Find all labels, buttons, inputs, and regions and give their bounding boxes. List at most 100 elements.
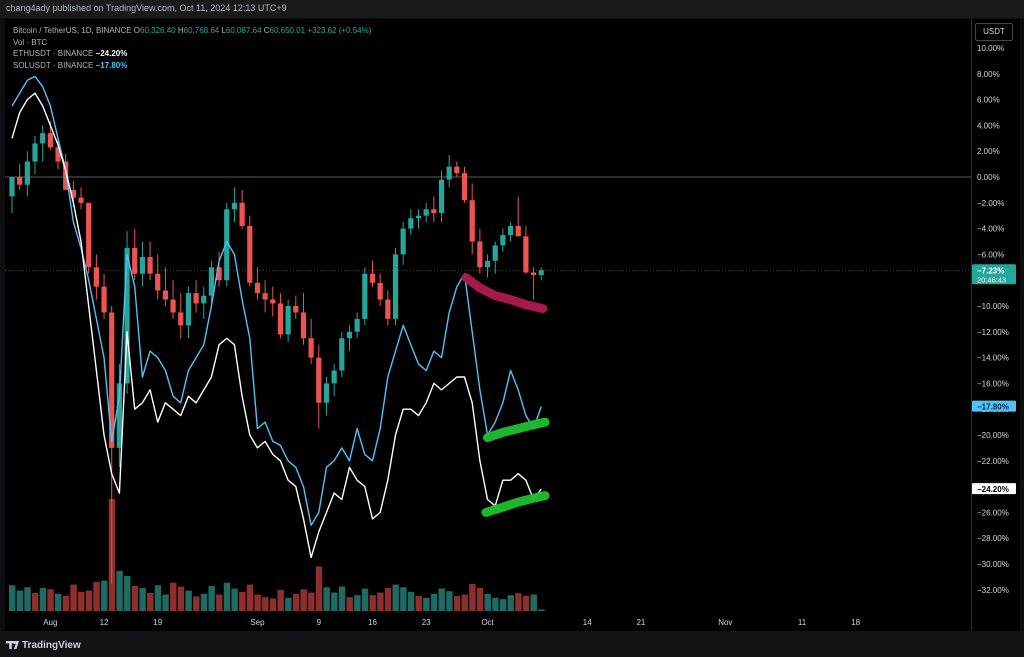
volume-bar: [55, 593, 62, 611]
y-tick-label: −6.00%: [977, 250, 1004, 259]
candle-body: [323, 383, 330, 403]
volume-bar: [530, 594, 537, 611]
volume-bar: [70, 584, 77, 611]
candle-body: [369, 273, 376, 283]
volume-bar: [453, 595, 461, 611]
price-axis[interactable]: [971, 19, 1020, 631]
volume-bar: [101, 580, 108, 611]
symbol-title: Bitcoin / TetherUS, 1D, BINANCE: [13, 26, 132, 35]
volume-bar: [407, 591, 415, 611]
candle-body: [47, 133, 53, 148]
candle-body: [208, 267, 215, 296]
candle-body: [162, 290, 168, 300]
candle-body: [55, 147, 61, 162]
eth-symbol-label: ETHUSDT · BINANCE: [13, 49, 94, 58]
volume-bar: [85, 590, 93, 611]
x-tick-label: 12: [100, 618, 109, 627]
volume-bar: [415, 595, 422, 611]
candle-body: [101, 286, 107, 313]
volume-bar: [9, 585, 16, 611]
x-tick-label: 18: [851, 618, 860, 627]
candle-body: [293, 306, 299, 313]
volume-bar: [384, 587, 392, 611]
header-strip: chang4ady published on TradingView.com, …: [0, 0, 1024, 18]
volume-bar: [93, 581, 100, 611]
volume-bar: [39, 587, 47, 611]
candle-body: [231, 202, 238, 210]
currency-unit-button[interactable]: USDT: [975, 23, 1013, 41]
volume-bar: [461, 594, 468, 611]
btc-last-price-badge-countdown: 20:46:43: [977, 275, 1006, 284]
volume-bar: [499, 599, 507, 611]
y-tick-label: −12.00%: [977, 328, 1009, 337]
volume-layer: [9, 498, 545, 611]
eth-change-value: −24.20%: [95, 49, 128, 58]
volume-bar: [522, 595, 530, 611]
candle-body: [17, 177, 23, 185]
y-tick-label: −4.00%: [977, 225, 1004, 234]
candle-body: [285, 306, 291, 335]
candle-body: [277, 303, 284, 335]
sol-higher-low-annotation: [483, 417, 550, 443]
volume-bar: [292, 593, 300, 611]
volume-bar: [269, 598, 277, 611]
y-tick-label: −30.00%: [977, 560, 1009, 569]
x-tick-label: Sep: [250, 618, 265, 627]
x-tick-label: 9: [317, 618, 322, 627]
candle-body: [339, 338, 345, 371]
candle-body: [139, 256, 145, 274]
candle-body: [438, 179, 445, 214]
x-tick-label: 14: [583, 618, 592, 627]
candle-layer: [9, 121, 544, 584]
volume-bar: [16, 590, 24, 611]
volume-bar: [147, 592, 154, 611]
tradingview-logo[interactable]: TradingView: [6, 640, 81, 651]
x-tick-label: Aug: [43, 618, 57, 627]
candle-body: [201, 295, 207, 304]
y-tick-label: −26.00%: [977, 508, 1009, 517]
candle-body: [124, 247, 130, 384]
tradingview-logo-icon: [6, 641, 19, 649]
y-tick-label: −16.00%: [977, 379, 1009, 388]
candle-body: [362, 273, 368, 319]
candle-body: [431, 209, 437, 214]
y-tick-label: −10.00%: [977, 302, 1009, 311]
volume-bar: [492, 597, 499, 611]
volume-bar: [246, 584, 254, 611]
candle-body: [492, 245, 498, 261]
volume-bar: [369, 595, 376, 611]
candle-body: [24, 161, 30, 185]
y-tick-label: −22.00%: [977, 457, 1009, 466]
sol-last-value-badge: −17.80%: [977, 403, 1009, 412]
y-tick-label: −28.00%: [977, 534, 1009, 543]
volume-bar: [507, 595, 514, 611]
volume-bar: [331, 592, 338, 611]
volume-bar: [239, 591, 246, 611]
candle-body: [477, 241, 483, 268]
y-tick-label: −2.00%: [977, 199, 1004, 208]
x-tick-label: 19: [153, 618, 162, 627]
axis-labels-layer: 10.00% 8.00% 6.00% 4.00% 2.00% 0.00% −2.00% −4.…: [43, 44, 1016, 627]
candle-body: [300, 312, 307, 339]
candle-body: [32, 143, 38, 162]
y-tick-label: −20.00%: [977, 431, 1009, 440]
legend-sol-row: SOLUSDT · BINANCE −17.80%: [13, 60, 371, 72]
candle-body: [86, 202, 92, 268]
candle-body: [515, 226, 521, 237]
x-tick-label: 16: [368, 618, 377, 627]
sol-last-value-badge-bg: [972, 400, 1016, 412]
candle-body: [93, 267, 99, 287]
y-tick-label: 6.00%: [977, 96, 1000, 105]
volume-bar: [323, 587, 330, 611]
candle-body: [147, 256, 153, 274]
volume-bar: [438, 588, 445, 611]
sol-symbol-label: SOLUSDT · BINANCE: [13, 60, 94, 70]
candle-body: [423, 209, 429, 216]
y-tick-label: 0.00%: [977, 173, 1000, 182]
candle-body: [408, 218, 414, 229]
volume-bar: [377, 592, 384, 611]
volume-bar: [208, 585, 215, 611]
chart-area[interactable]: [5, 19, 971, 631]
candle-body: [392, 254, 399, 319]
